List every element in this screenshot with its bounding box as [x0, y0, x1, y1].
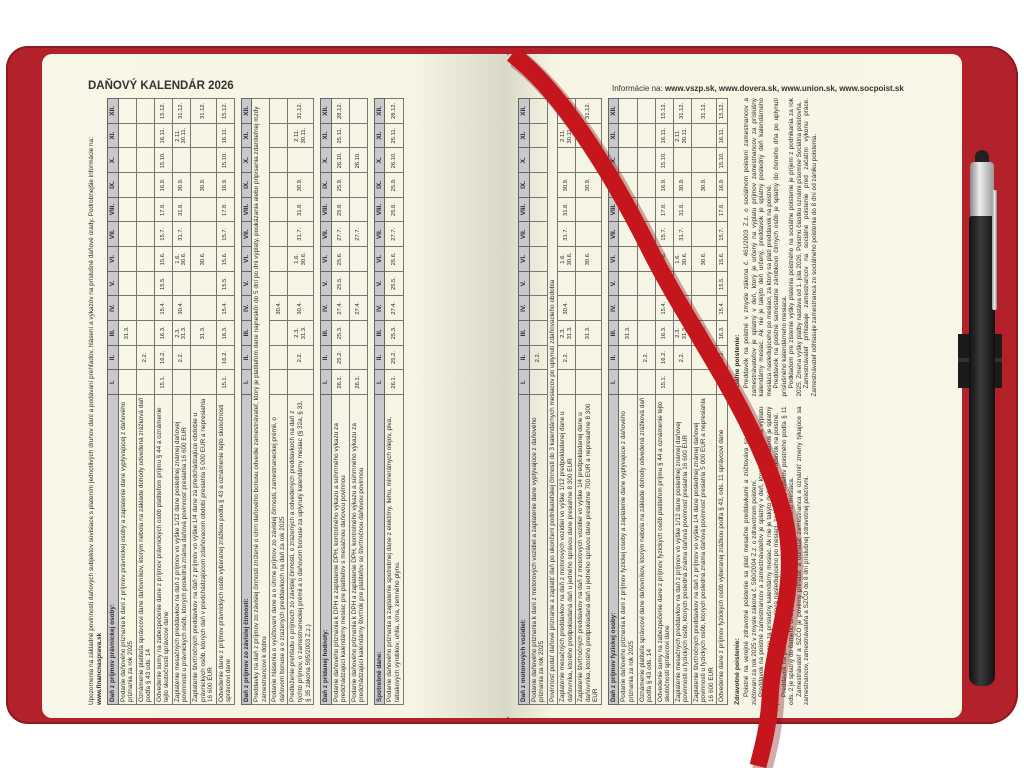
pen[interactable]	[966, 150, 998, 706]
info-sites: www.vszp.sk, www.dovera.sk, www.union.sk…	[664, 84, 904, 93]
info-label: Informácie na:	[612, 84, 663, 93]
pen-cap	[970, 162, 994, 218]
page-title: DAŇOVÝ KALENDÁR 2026	[88, 80, 234, 92]
left-page	[42, 54, 508, 718]
stylus-tip	[975, 150, 989, 164]
info-line: Informácie na: www.vszp.sk, www.dovera.s…	[612, 84, 904, 93]
pen-clip	[992, 190, 997, 310]
pen-body	[969, 216, 995, 686]
